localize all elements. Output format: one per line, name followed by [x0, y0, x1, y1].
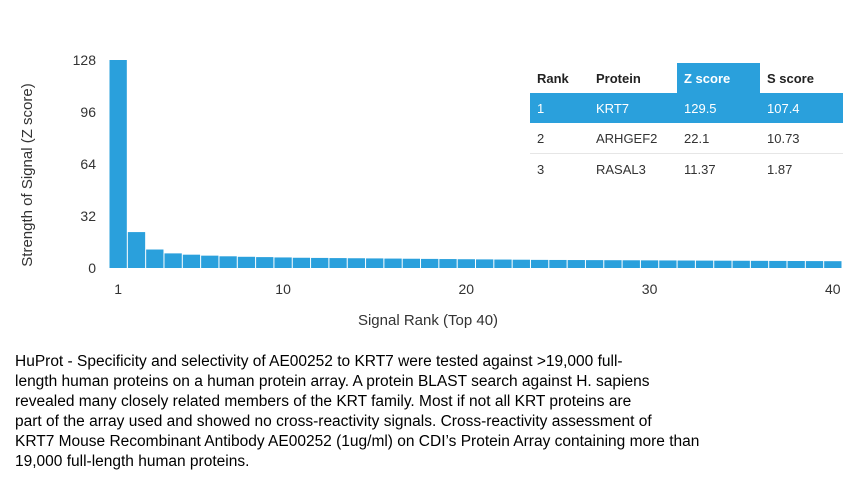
cell-rank: 3: [537, 161, 545, 177]
y-tick-64: 64: [80, 156, 96, 172]
caption-line: KRT7 Mouse Recombinant Antibody AE00252 …: [15, 433, 700, 450]
bar-rank-34: [714, 260, 732, 268]
results-table: Rank Protein Z score S score 1 KRT7 129.…: [530, 63, 843, 184]
cell-rank: 1: [530, 93, 589, 123]
table-row: 3 RASAL3 11.37 1.87: [530, 154, 843, 185]
bar-rank-33: [695, 260, 714, 268]
caption-line: 19,000 full-length human proteins.: [15, 453, 250, 470]
bar-rank-37: [769, 260, 787, 268]
bar-rank-21: [476, 259, 494, 268]
y-tick-32: 32: [80, 208, 96, 224]
bar-rank-15: [366, 258, 384, 268]
header-protein: Protein: [596, 70, 641, 86]
x-tick-30: 30: [642, 281, 658, 297]
cell-s-score: 10.73: [760, 123, 843, 154]
x-tick-40: 40: [825, 281, 841, 297]
x-tick-20: 20: [459, 281, 475, 297]
caption-line: HuProt - Specificity and selectivity of …: [15, 353, 623, 370]
bar-rank-4: [164, 253, 182, 269]
bar-rank-18: [421, 258, 439, 268]
x-axis-label: Signal Rank (Top 40): [358, 312, 498, 329]
bar-rank-38: [787, 261, 805, 268]
y-tick-128: 128: [73, 52, 97, 68]
bar-rank-12: [311, 257, 329, 268]
caption-line: part of the array used and showed no cro…: [15, 413, 652, 430]
cell-protein: KRT7: [589, 93, 677, 123]
cell-protein: ARHGEF2: [589, 123, 677, 154]
header-s-score: S score: [767, 70, 814, 86]
bar-rank-22: [494, 259, 512, 268]
cell-s-score: 1.87: [767, 161, 793, 177]
cell-rank: 2: [530, 123, 589, 154]
bar-rank-24: [530, 259, 549, 269]
bar-rank-19: [439, 259, 457, 268]
bar-rank-40: [824, 261, 842, 268]
bar-rank-39: [805, 261, 824, 268]
bar-rank-20: [457, 259, 475, 268]
bar-rank-3: [146, 249, 164, 268]
cell-s-score: 107.4: [760, 93, 843, 123]
bar-rank-35: [732, 260, 750, 268]
cell-z-score: 22.1: [677, 123, 760, 154]
bars-group: [109, 60, 842, 269]
y-tick-0: 0: [88, 260, 96, 276]
bar-rank-30: [640, 260, 659, 268]
bar-rank-25: [549, 259, 567, 268]
y-axis-label: Strength of Signal (Z score): [19, 83, 36, 266]
caption-line: revealed many closely related members of…: [15, 393, 632, 410]
bar-rank-27: [585, 260, 604, 268]
table-row: 2 ARHGEF2 22.1 10.73: [530, 123, 843, 154]
bar-rank-26: [567, 260, 585, 268]
table-row: 1 KRT7 129.5 107.4: [530, 93, 843, 123]
cell-z-score: 129.5: [677, 93, 760, 123]
bar-rank-32: [677, 260, 695, 268]
bar-rank-11: [292, 257, 311, 268]
y-tick-96: 96: [80, 104, 96, 120]
bar-rank-9: [256, 257, 274, 268]
figure-caption: HuProt - Specificity and selectivity of …: [15, 352, 850, 472]
header-z-score: Z score: [677, 63, 760, 93]
bar-rank-8: [237, 256, 256, 268]
bar-rank-13: [329, 258, 347, 268]
bar-rank-36: [750, 260, 769, 268]
bar-rank-23: [512, 259, 530, 268]
y-tick-labels: 0 32 64 96 128: [73, 52, 97, 276]
caption-line: length human proteins on a human protein…: [15, 373, 650, 390]
cell-protein: RASAL3: [596, 161, 646, 177]
bar-rank-7: [219, 256, 237, 268]
bar-rank-29: [622, 260, 640, 268]
bar-rank-5: [182, 254, 201, 268]
x-tick-labels: 1 10 20 30 40: [114, 281, 840, 297]
header-rank: Rank: [537, 70, 569, 86]
x-tick-1: 1: [114, 281, 122, 297]
table-header-row: Rank Protein Z score S score: [530, 63, 843, 93]
bar-rank-1: [109, 60, 127, 268]
bar-rank-28: [604, 260, 622, 268]
x-tick-10: 10: [275, 281, 291, 297]
bar-rank-6: [201, 255, 219, 268]
bar-rank-10: [274, 257, 292, 268]
bar-rank-31: [659, 260, 677, 268]
bar-rank-16: [384, 258, 402, 268]
bar-rank-17: [402, 258, 421, 268]
cell-z-score: 11.37: [684, 161, 716, 177]
bar-rank-2: [127, 232, 146, 268]
bar-rank-14: [347, 258, 366, 268]
